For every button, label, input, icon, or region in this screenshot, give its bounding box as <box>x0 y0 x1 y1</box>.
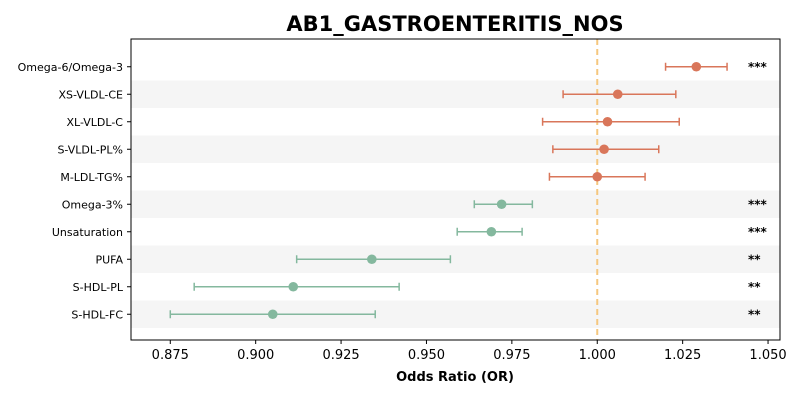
or-point <box>599 144 609 155</box>
significance-label: *** <box>748 197 768 211</box>
y-tick-label: PUFA <box>95 253 123 266</box>
y-tick-label: S-HDL-FC <box>71 308 123 321</box>
y-tick-label: Omega-3% <box>62 198 123 211</box>
x-tick-label: 0.875 <box>152 348 189 363</box>
significance-label: *** <box>748 225 768 239</box>
or-point <box>691 61 702 72</box>
y-tick-label: S-HDL-PL <box>73 281 124 294</box>
plot-marks <box>169 61 728 320</box>
or-point <box>267 309 278 320</box>
row-band <box>131 80 780 108</box>
x-tick-label: 1.050 <box>749 348 786 363</box>
or-point <box>602 116 613 127</box>
y-tick-label: Unsaturation <box>52 226 123 239</box>
row-band <box>131 190 780 218</box>
significance-label: *** <box>748 60 768 74</box>
x-tick-label: 1.025 <box>664 348 701 363</box>
y-tick-label: XS-VLDL-CE <box>58 88 123 101</box>
y-tick-label: Omega-6/Omega-3 <box>18 61 123 74</box>
significance-label: ** <box>748 252 761 266</box>
or-point <box>592 171 603 182</box>
y-axis-labels: Omega-6/Omega-3 XS-VLDL-CE XL-VLDL-C S-VLDL… <box>18 61 131 321</box>
chart-title: AB1_GASTROENTERITIS_NOS <box>286 12 623 36</box>
x-tick-label: 0.925 <box>322 348 359 363</box>
or-point <box>288 281 299 292</box>
row-bands <box>131 80 780 328</box>
row-band <box>131 135 780 163</box>
x-tick-label: 0.950 <box>408 348 445 363</box>
significance-label: ** <box>748 307 761 321</box>
x-tick-label: 0.900 <box>237 348 274 363</box>
y-tick-label: M-LDL-TG% <box>60 171 123 184</box>
significance-labels: *************** <box>748 60 768 322</box>
significance-label: ** <box>748 280 761 294</box>
or-point <box>496 199 507 210</box>
x-axis: 0.875 0.900 0.925 0.950 0.975 1.000 1.025 1.050 <box>152 340 787 363</box>
or-point <box>486 226 497 237</box>
or-point <box>367 254 377 265</box>
or-point <box>612 89 623 100</box>
y-tick-label: S-VLDL-PL% <box>57 143 123 156</box>
y-tick-label: XL-VLDL-C <box>66 116 123 129</box>
x-axis-label: Odds Ratio (OR) <box>396 370 514 385</box>
x-tick-label: 0.975 <box>493 348 530 363</box>
plot-frame <box>130 38 781 341</box>
row-band <box>131 245 780 273</box>
x-tick-label: 1.000 <box>579 348 616 363</box>
